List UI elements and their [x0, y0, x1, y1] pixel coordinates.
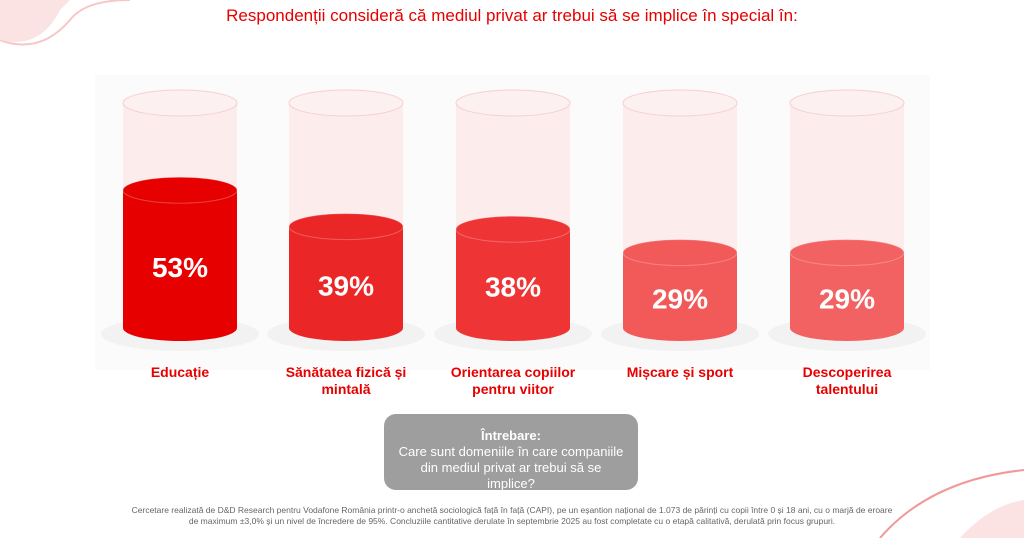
decoration — [960, 500, 1024, 538]
category-label: Sănătatea fizică și mintală — [285, 364, 407, 397]
category-label: Orientarea copiilor pentru viitor — [450, 364, 576, 397]
question-label: Întrebare: — [481, 428, 541, 443]
category-label: Mișcare și sport — [626, 364, 734, 380]
category-label: Descoperirea talentului — [802, 364, 892, 397]
decoration — [0, 0, 70, 42]
question-text: Care sunt domeniile în care companiile d… — [398, 444, 624, 491]
glass-top — [622, 89, 738, 117]
bar-top — [455, 215, 571, 243]
value-label: 29% — [819, 283, 875, 314]
glass-top — [455, 89, 571, 117]
footnote: Cercetare realizată de D&D Research pent… — [131, 505, 893, 526]
bar-top — [288, 213, 404, 241]
bar — [123, 190, 237, 341]
value-label: 53% — [152, 252, 208, 283]
bar-top — [789, 239, 905, 267]
glass-top — [789, 89, 905, 117]
bar — [790, 252, 904, 341]
bar-top — [622, 239, 738, 267]
glass-top — [122, 89, 238, 117]
category-label: Educație — [150, 364, 210, 380]
value-label: 38% — [485, 272, 541, 303]
bar — [623, 252, 737, 341]
value-label: 29% — [652, 283, 708, 314]
decoration — [879, 469, 1024, 538]
glass-top — [288, 89, 404, 117]
chart-title: Respondenții consideră că mediul privat … — [226, 6, 798, 25]
value-label: 39% — [318, 270, 374, 301]
question-box: Întrebare: Care sunt domeniile în care c… — [384, 414, 638, 491]
decoration — [0, 0, 131, 46]
bar-top — [122, 176, 238, 204]
bar — [289, 226, 403, 341]
bar — [456, 229, 570, 341]
